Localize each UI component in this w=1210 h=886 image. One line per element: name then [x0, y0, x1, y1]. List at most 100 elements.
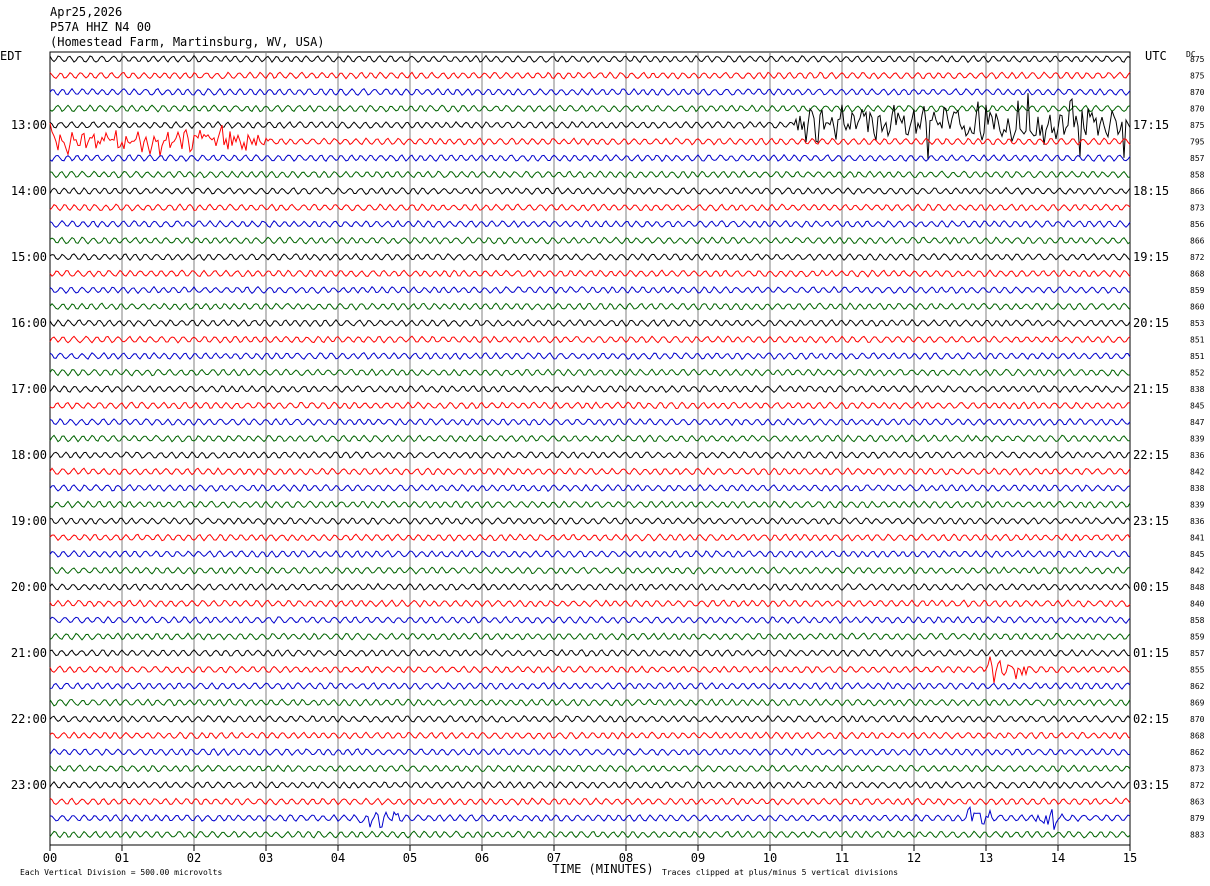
left-hour-label: 16:00 — [11, 316, 47, 330]
trace-row-40 — [49, 714, 1131, 724]
right-hour-label: 22:15 — [1133, 448, 1169, 462]
station-location: (Homestead Farm, Martinsburg, WV, USA) — [50, 35, 325, 49]
dc-value: 870 — [1190, 715, 1205, 724]
left-hour-label: 18:00 — [11, 448, 47, 462]
left-timezone-label: EDT — [0, 49, 22, 63]
trace-row-9 — [49, 203, 1131, 212]
vertical-division-note: Each Vertical Division = 500.00 microvol… — [20, 868, 222, 877]
trace-row-41 — [49, 731, 1131, 740]
trace-row-15 — [49, 302, 1131, 311]
right-timezone-label: UTC — [1145, 49, 1167, 63]
right-hour-label: 18:15 — [1133, 184, 1169, 198]
left-hour-label: 14:00 — [11, 184, 47, 198]
dc-value: 851 — [1190, 352, 1205, 361]
x-tick-label: 15 — [1123, 851, 1137, 865]
dc-value: 875 — [1190, 121, 1205, 130]
x-tick-label: 03 — [259, 851, 273, 865]
dc-value: 838 — [1190, 484, 1205, 493]
dc-value: 851 — [1190, 336, 1205, 345]
dc-value: 795 — [1190, 138, 1205, 147]
x-tick-label: 12 — [907, 851, 921, 865]
trace-row-35 — [49, 632, 1131, 641]
x-tick-label: 00 — [43, 851, 57, 865]
x-tick-label: 06 — [475, 851, 489, 865]
x-tick-label: 13 — [979, 851, 993, 865]
trace-row-6 — [49, 153, 1131, 163]
trace-row-13 — [49, 269, 1131, 278]
x-tick-label: 04 — [331, 851, 345, 865]
trace-row-39 — [49, 698, 1131, 707]
x-tick-label: 11 — [835, 851, 849, 865]
dc-value: 839 — [1190, 435, 1205, 444]
right-hour-label: 23:15 — [1133, 514, 1169, 528]
right-hour-label: 17:15 — [1133, 118, 1169, 132]
trace-row-29 — [49, 533, 1131, 542]
left-hour-label: 19:00 — [11, 514, 47, 528]
dc-value: 859 — [1190, 633, 1205, 642]
trace-row-44 — [49, 780, 1131, 790]
trace-row-42 — [49, 747, 1131, 757]
dc-value: 836 — [1190, 517, 1205, 526]
trace-row-23 — [49, 434, 1130, 443]
dc-value: 873 — [1190, 765, 1205, 774]
x-tick-label: 07 — [547, 851, 561, 865]
dc-value: 870 — [1190, 105, 1205, 114]
left-hour-label: 21:00 — [11, 646, 47, 660]
x-tick-label: 08 — [619, 851, 633, 865]
trace-row-10 — [49, 219, 1131, 229]
trace-row-21 — [49, 401, 1131, 410]
trace-row-33 — [49, 599, 1131, 608]
trace-row-25 — [49, 467, 1131, 476]
dc-value: 856 — [1190, 220, 1205, 229]
left-hour-label: 17:00 — [11, 382, 47, 396]
trace-row-27 — [49, 500, 1131, 509]
trace-row-1 — [49, 71, 1131, 80]
trace-row-11 — [49, 236, 1131, 245]
dc-value: 847 — [1190, 418, 1205, 427]
trace-row-30 — [49, 549, 1131, 559]
right-hour-label: 01:15 — [1133, 646, 1169, 660]
dc-value: 836 — [1190, 451, 1205, 460]
left-hour-label: 22:00 — [11, 712, 47, 726]
dc-header-label: DC — [1186, 50, 1196, 59]
trace-row-46 — [49, 805, 1131, 830]
dc-value: 872 — [1190, 781, 1205, 790]
dc-value: 873 — [1190, 204, 1205, 213]
trace-row-43 — [49, 764, 1131, 773]
trace-row-28 — [49, 517, 1131, 526]
x-tick-label: 14 — [1051, 851, 1065, 865]
trace-row-36 — [49, 648, 1131, 658]
dc-value: 842 — [1190, 567, 1205, 576]
trace-row-16 — [49, 318, 1131, 328]
dc-value: 852 — [1190, 369, 1205, 378]
trace-row-24 — [49, 451, 1131, 460]
trace-row-20 — [49, 384, 1131, 394]
trace-row-37 — [49, 656, 1131, 683]
station-code: P57A HHZ N4 00 — [50, 20, 152, 34]
dc-value: 855 — [1190, 666, 1205, 675]
trace-row-17 — [49, 335, 1131, 344]
trace-row-34 — [49, 615, 1131, 625]
dc-value: 875 — [1190, 72, 1205, 81]
dc-value: 868 — [1190, 732, 1205, 741]
left-hour-label: 20:00 — [11, 580, 47, 594]
dc-value: 842 — [1190, 468, 1205, 477]
trace-row-14 — [49, 285, 1131, 295]
dc-value: 870 — [1190, 88, 1205, 97]
dc-value: 866 — [1190, 187, 1205, 196]
dc-value: 872 — [1190, 253, 1205, 262]
trace-row-0 — [49, 54, 1131, 64]
x-tick-label: 05 — [403, 851, 417, 865]
trace-row-5 — [49, 122, 1131, 157]
dc-value: 883 — [1190, 831, 1205, 840]
left-hour-label: 23:00 — [11, 778, 47, 792]
dc-value: 857 — [1190, 154, 1205, 163]
dc-value: 879 — [1190, 814, 1205, 823]
dc-value: 875 — [1190, 55, 1205, 64]
trace-row-7 — [49, 170, 1131, 179]
right-hour-label: 19:15 — [1133, 250, 1169, 264]
trace-row-2 — [49, 87, 1131, 96]
dc-value: 853 — [1190, 319, 1205, 328]
right-hour-label: 03:15 — [1133, 778, 1169, 792]
